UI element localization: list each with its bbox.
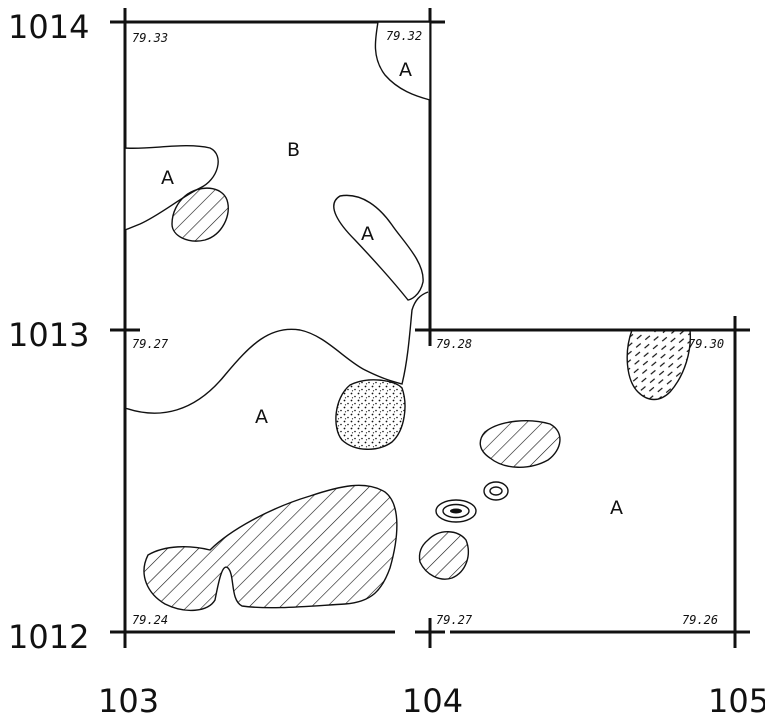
elevation-c-mid: 79.28 <box>436 337 472 351</box>
elevation-c-bottom: 79.27 <box>436 613 473 627</box>
elevation-w-bottom: 79.24 <box>132 613 168 627</box>
hatched-feature-upper-left <box>171 187 229 242</box>
elevation-ne-top: 79.32 <box>386 29 422 43</box>
grid-cross-104-1013 <box>415 316 445 346</box>
elevation-w-mid: 79.27 <box>132 337 169 351</box>
grid-cross-103-1012 <box>110 618 140 648</box>
zone-a-top-right-boundary <box>374 21 431 101</box>
zone-label-a-left: A <box>161 167 174 189</box>
zone-a-middle-boundary <box>333 194 424 301</box>
grid-label-1014: 1014 <box>8 8 89 46</box>
hatched-feature-large-south <box>143 484 398 611</box>
zone-a-left-boundary <box>124 145 219 232</box>
grid-cross-103-1014 <box>110 8 140 38</box>
grid-label-103: 103 <box>98 682 159 720</box>
grid-label-1013: 1013 <box>8 316 89 354</box>
zone-label-b-upper: B <box>287 139 300 161</box>
zone-label-a-top-right: A <box>399 59 412 81</box>
zone-label-a-middle: A <box>361 223 374 245</box>
grid-cross-105-1013 <box>720 316 750 346</box>
contour-feature-oval-1 <box>435 499 477 523</box>
stippled-feature <box>335 379 406 450</box>
hatched-feature-small-south <box>418 531 470 580</box>
grid-label-104: 104 <box>402 682 463 720</box>
zone-label-a-lower-left: A <box>255 406 268 428</box>
grid-label-1012: 1012 <box>8 618 89 656</box>
elevation-e-mid: 79.30 <box>688 337 724 351</box>
dashed-feature-east <box>626 329 692 401</box>
grid-cross-105-1012 <box>720 618 750 648</box>
hatched-feature-center-east <box>479 420 561 468</box>
grid-crosses <box>110 8 750 648</box>
zone-a-lower-boundary <box>124 291 429 414</box>
grid-cross-103-1013 <box>110 316 140 346</box>
zone-label-a-lower-right: A <box>610 497 623 519</box>
elevation-nw-top: 79.33 <box>132 31 168 45</box>
elevation-e-bottom: 79.26 <box>682 613 718 627</box>
grid-cross-104-1012 <box>415 618 445 648</box>
contour-feature-oval-2 <box>483 481 509 501</box>
grid-label-105: 105 <box>708 682 765 720</box>
